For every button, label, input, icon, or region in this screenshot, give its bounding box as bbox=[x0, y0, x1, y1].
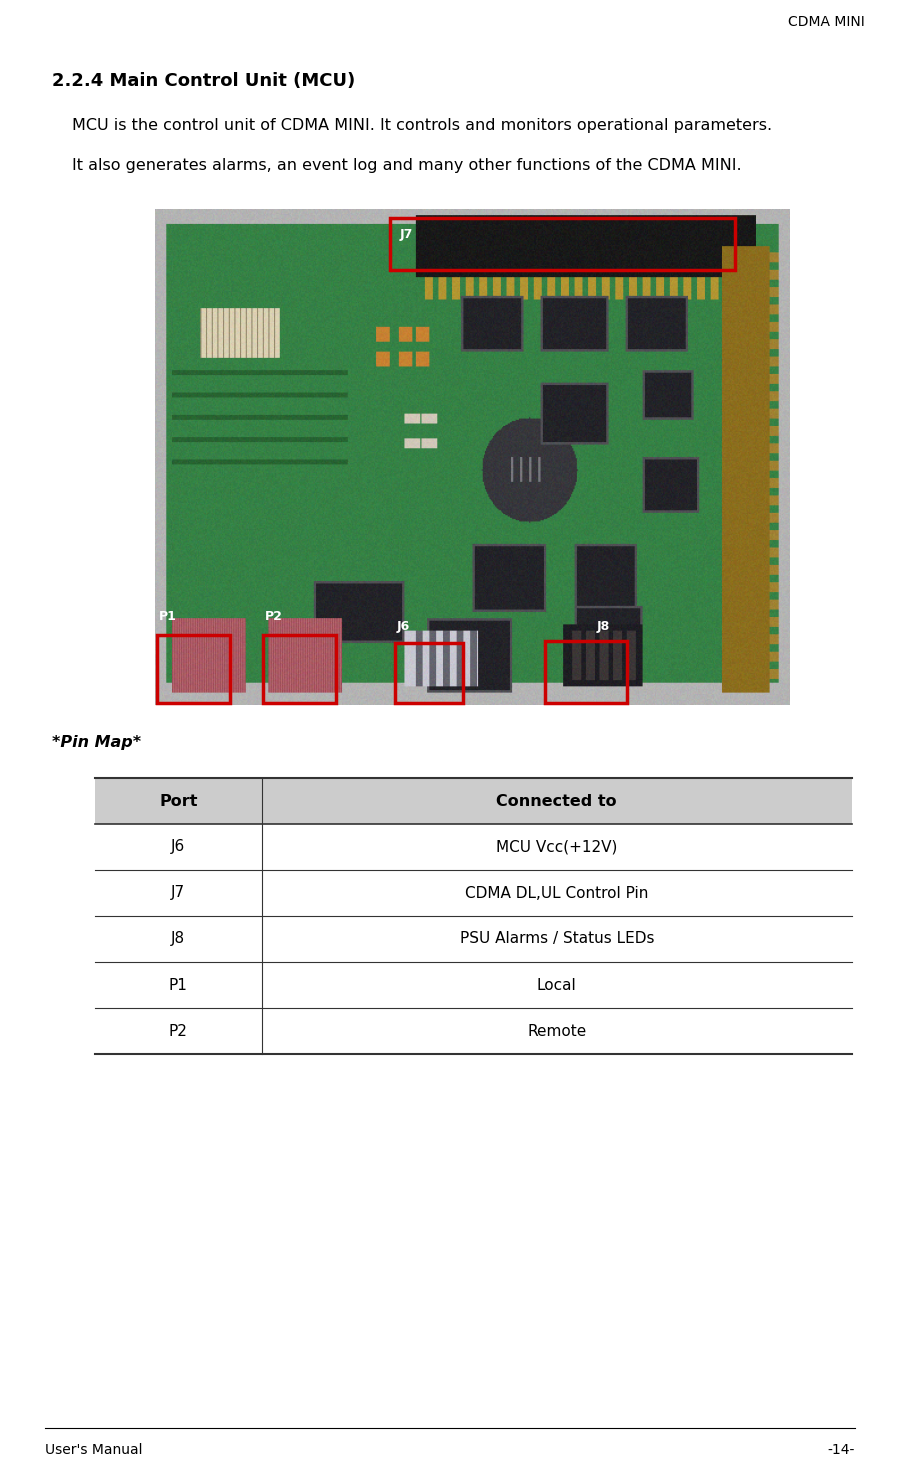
Text: J7: J7 bbox=[400, 227, 413, 241]
Text: It also generates alarms, an event log and many other functions of the CDMA MINI: It also generates alarms, an event log a… bbox=[72, 158, 742, 173]
Text: CDMA MINI: CDMA MINI bbox=[788, 15, 865, 29]
Text: MCU Vcc(+12V): MCU Vcc(+12V) bbox=[496, 839, 618, 854]
Bar bbox=[390, 219, 735, 270]
Text: Connected to: Connected to bbox=[497, 794, 617, 808]
Bar bbox=[545, 641, 627, 703]
Bar bbox=[263, 635, 336, 703]
Bar bbox=[157, 635, 230, 703]
Text: MCU is the control unit of CDMA MINI. It controls and monitors operational param: MCU is the control unit of CDMA MINI. It… bbox=[72, 117, 772, 133]
Text: P1: P1 bbox=[169, 977, 188, 993]
Text: J6: J6 bbox=[172, 839, 185, 854]
Text: *Pin Map*: *Pin Map* bbox=[52, 735, 141, 750]
Text: P2: P2 bbox=[265, 610, 283, 623]
Text: PSU Alarms / Status LEDs: PSU Alarms / Status LEDs bbox=[460, 932, 654, 946]
Text: P2: P2 bbox=[169, 1024, 188, 1039]
Text: -14-: -14- bbox=[828, 1444, 855, 1457]
Text: J8: J8 bbox=[597, 621, 610, 632]
Bar bbox=[95, 778, 852, 824]
Text: User's Manual: User's Manual bbox=[45, 1444, 143, 1457]
Text: Local: Local bbox=[537, 977, 577, 993]
Text: CDMA DL,UL Control Pin: CDMA DL,UL Control Pin bbox=[465, 886, 648, 901]
Text: J8: J8 bbox=[172, 932, 185, 946]
Bar bbox=[395, 643, 463, 703]
Text: J7: J7 bbox=[172, 886, 185, 901]
Text: J6: J6 bbox=[397, 621, 410, 632]
Text: 2.2.4 Main Control Unit (MCU): 2.2.4 Main Control Unit (MCU) bbox=[52, 72, 356, 89]
Text: Remote: Remote bbox=[527, 1024, 586, 1039]
Text: P1: P1 bbox=[159, 610, 177, 623]
Text: Port: Port bbox=[159, 794, 198, 808]
